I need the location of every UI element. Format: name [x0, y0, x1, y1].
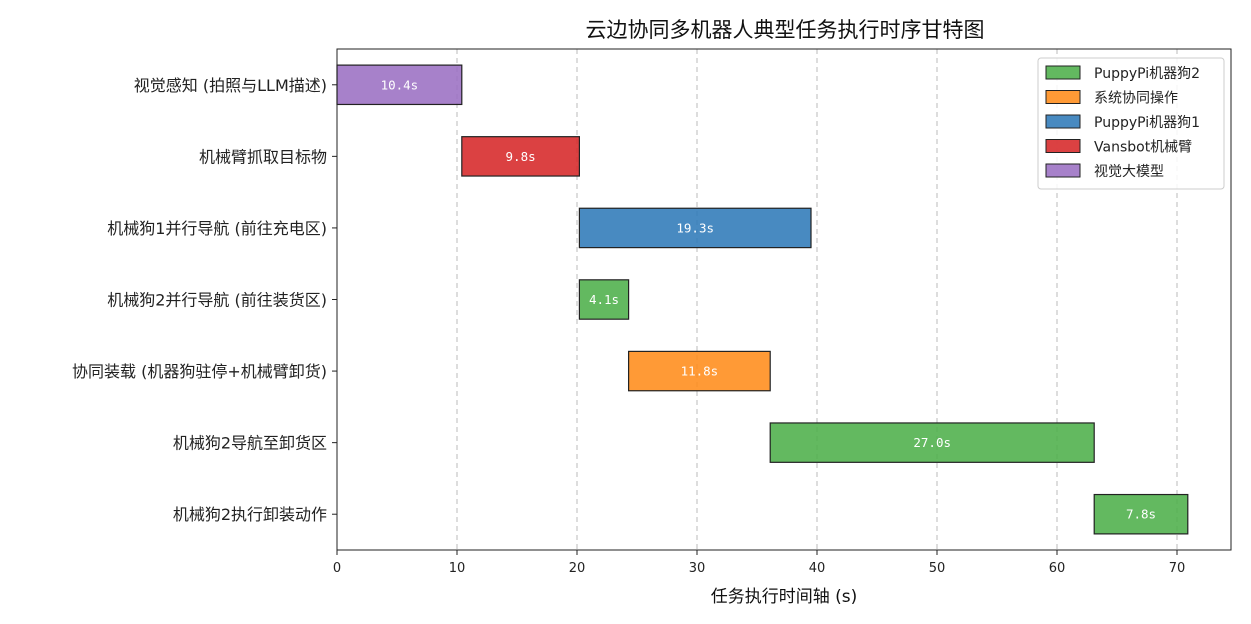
legend-label: Vansbot机械臂 — [1094, 140, 1192, 156]
task-bar — [627, 350, 771, 392]
legend: PuppyPi机器狗2 系统协同操作 PuppyPi机器狗1 Vansbot机械臂视觉… — [1037, 57, 1225, 190]
legend-label: 视觉大模型 — [1094, 164, 1164, 180]
task-bar — [336, 64, 463, 106]
task-category-label: 机械狗2并行导航 (前往装货区) — [107, 291, 327, 310]
chart-title: 云边协同多机器人典型任务执行时序甘特图 — [586, 18, 985, 42]
x-tick-label: 10 — [449, 561, 466, 576]
task-category-label: 机械狗2执行卸装动作 — [173, 505, 327, 524]
x-tick-label: 60 — [1049, 561, 1066, 576]
legend-items: PuppyPi机器狗2 系统协同操作 PuppyPi机器狗1 Vansbot机械臂视觉… — [1045, 65, 1200, 180]
task-bar — [578, 279, 630, 320]
legend-swatch — [1045, 90, 1081, 104]
task-bar — [769, 422, 1095, 463]
legend-swatch — [1045, 114, 1081, 129]
legend-label: PuppyPi机器狗2 — [1094, 66, 1200, 82]
legend-label: PuppyPi机器狗1 — [1094, 115, 1200, 131]
task-category-label: 机械狗2导航至卸货区 — [173, 434, 327, 453]
bar-duration-label: 19.3s — [676, 220, 714, 235]
x-tick-label: 70 — [1169, 561, 1186, 576]
x-tick-label: 30 — [689, 561, 706, 576]
task-bar — [461, 136, 580, 177]
x-axis-label: 任务执行时间轴 (s) — [711, 587, 858, 607]
bar-duration-label: 11.8s — [681, 364, 719, 379]
legend-swatch — [1045, 163, 1081, 178]
task-category-label: 视觉感知 (拍照与LLM描述) — [134, 76, 327, 95]
bar-layer: 10.4s 9.8s 19.3s 4.1s 11.8s 27.0s 7.8s — [336, 64, 1189, 535]
bar-duration-label: 4.1s — [589, 292, 619, 307]
bar-duration-label: 7.8s — [1126, 507, 1156, 522]
legend-label: 系统协同操作 — [1094, 91, 1178, 107]
legend-swatch — [1045, 65, 1081, 80]
x-tick-label: 0 — [333, 561, 341, 576]
legend-swatch — [1045, 139, 1081, 153]
x-tick-label: 50 — [929, 561, 946, 576]
task-category-label: 机械臂抓取目标物 — [199, 147, 327, 166]
bar-duration-label: 9.8s — [506, 149, 536, 164]
x-tick-label: 20 — [569, 561, 586, 576]
x-axis-ticks: 0 10 20 30 40 50 60 70 — [333, 550, 1185, 576]
bar-duration-label: 10.4s — [381, 77, 419, 92]
x-tick-label: 40 — [809, 561, 826, 576]
task-category-label: 机械狗1并行导航 (前往充电区) — [107, 219, 327, 238]
task-bar — [1093, 493, 1189, 535]
bar-duration-label: 27.0s — [913, 435, 951, 450]
legend-frame — [1037, 57, 1225, 190]
task-category-label: 协同装载 (机器狗驻停+机械臂卸货) — [72, 362, 327, 381]
task-bar — [578, 207, 812, 249]
